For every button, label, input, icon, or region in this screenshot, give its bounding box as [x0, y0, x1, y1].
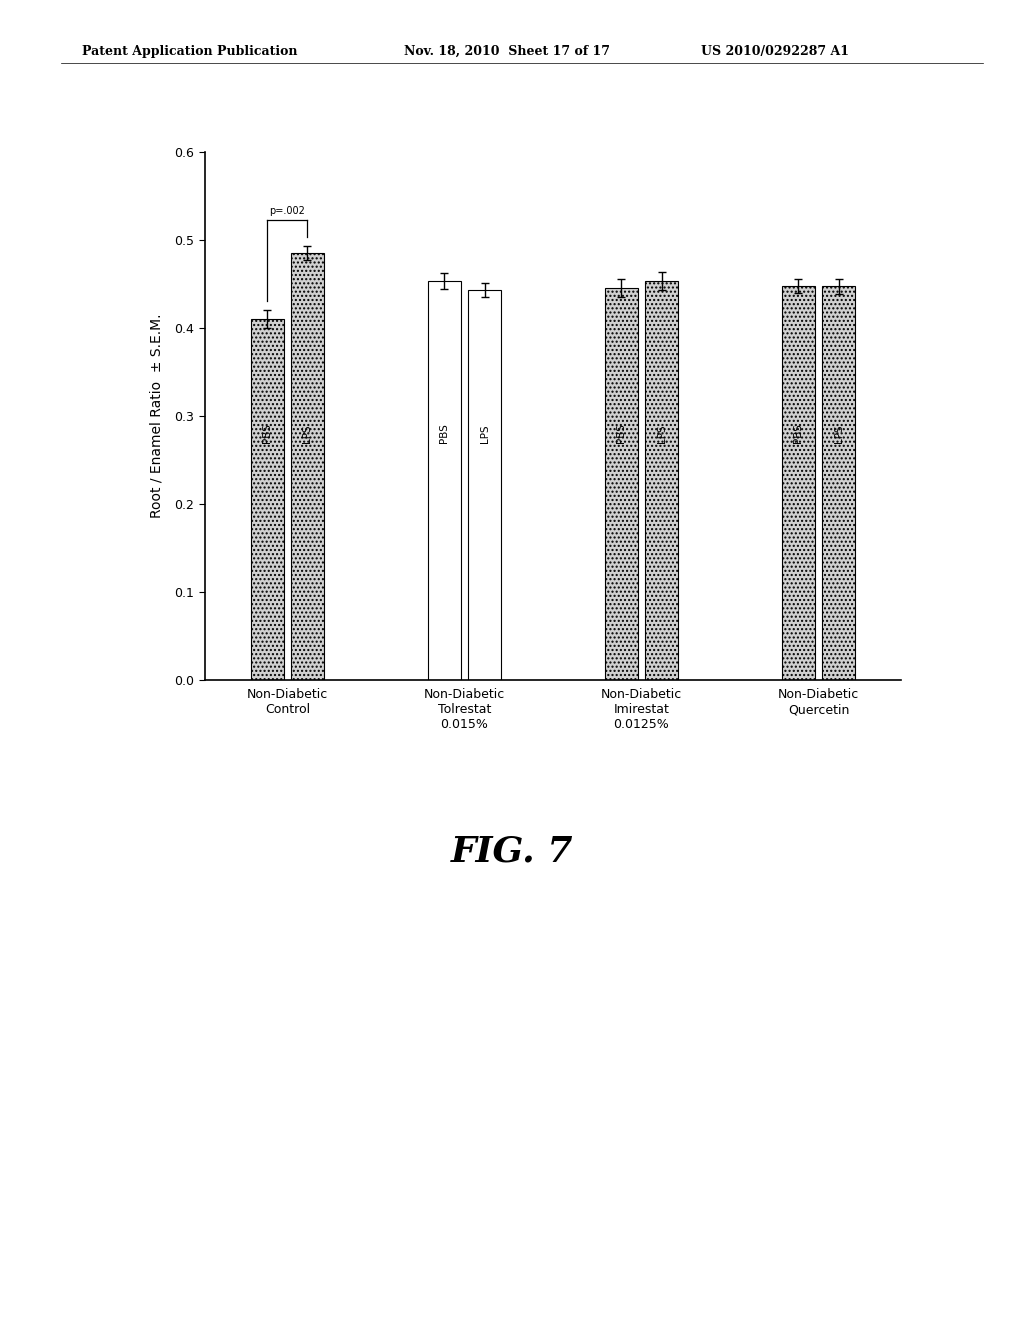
Bar — [291, 253, 324, 680]
Text: LPS: LPS — [479, 424, 489, 442]
Text: US 2010/0292287 A1: US 2010/0292287 A1 — [701, 45, 850, 58]
Text: Patent Application Publication: Patent Application Publication — [82, 45, 297, 58]
Bar — [428, 281, 461, 680]
Bar — [645, 281, 678, 680]
Bar — [605, 288, 638, 680]
Text: PBS: PBS — [616, 424, 627, 444]
Y-axis label: Root / Enamel Ratio  ± S.E.M.: Root / Enamel Ratio ± S.E.M. — [150, 314, 163, 517]
Text: LPS: LPS — [834, 424, 844, 442]
Text: PBS: PBS — [794, 424, 804, 444]
Bar — [468, 290, 501, 680]
Bar — [251, 319, 284, 680]
Bar — [782, 286, 815, 680]
Text: LPS: LPS — [656, 424, 667, 442]
Text: Nov. 18, 2010  Sheet 17 of 17: Nov. 18, 2010 Sheet 17 of 17 — [404, 45, 610, 58]
Text: PBS: PBS — [262, 424, 272, 444]
Text: LPS: LPS — [302, 424, 312, 442]
Text: FIG. 7: FIG. 7 — [451, 834, 573, 869]
Text: p=.002: p=.002 — [269, 206, 305, 216]
Bar — [822, 286, 855, 680]
Text: PBS: PBS — [439, 424, 450, 444]
